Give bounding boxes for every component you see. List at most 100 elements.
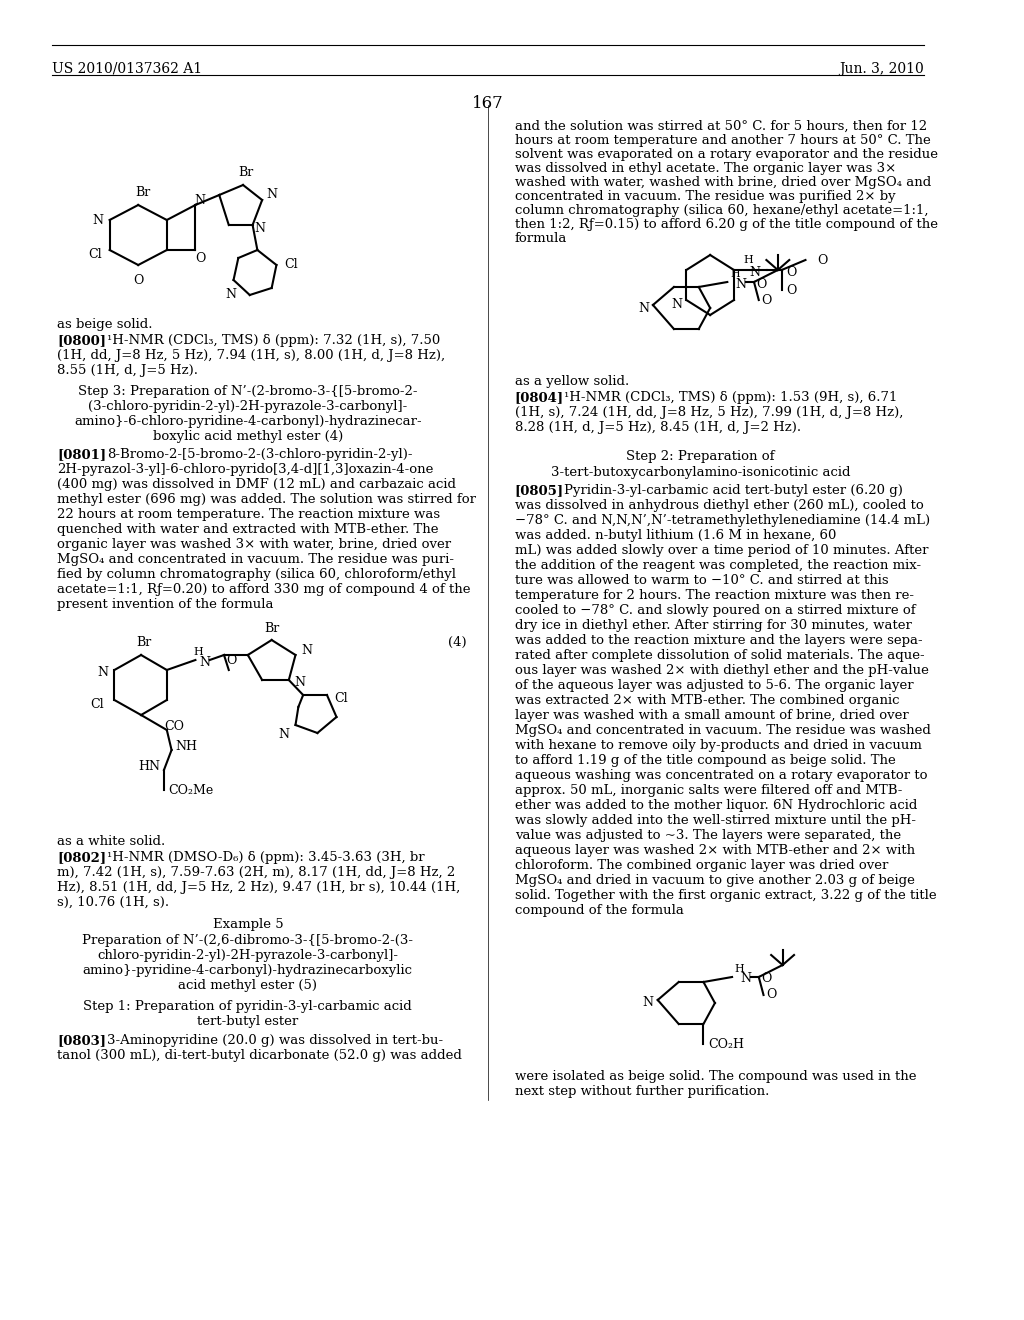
Text: N: N [97, 667, 109, 680]
Text: aqueous washing was concentrated on a rotary evaporator to: aqueous washing was concentrated on a ro… [515, 770, 928, 781]
Text: O: O [786, 265, 797, 279]
Text: 8.55 (1H, d, J=5 Hz).: 8.55 (1H, d, J=5 Hz). [57, 364, 199, 378]
Text: was added. n-butyl lithium (1.6 M in hexane, 60: was added. n-butyl lithium (1.6 M in hex… [515, 529, 837, 543]
Text: and the solution was stirred at 50° C. for 5 hours, then for 12: and the solution was stirred at 50° C. f… [515, 120, 927, 133]
Text: O: O [817, 253, 827, 267]
Text: 3-Aminopyridine (20.0 g) was dissolved in tert-bu-: 3-Aminopyridine (20.0 g) was dissolved i… [106, 1034, 443, 1047]
Text: MgSO₄ and concentrated in vacuum. The residue was washed: MgSO₄ and concentrated in vacuum. The re… [515, 723, 931, 737]
Text: Br: Br [135, 186, 151, 199]
Text: O: O [133, 273, 143, 286]
Text: 22 hours at room temperature. The reaction mixture was: 22 hours at room temperature. The reacti… [57, 508, 440, 521]
Text: of the aqueous layer was adjusted to 5-6. The organic layer: of the aqueous layer was adjusted to 5-6… [515, 678, 913, 692]
Text: was added to the reaction mixture and the layers were sepa-: was added to the reaction mixture and th… [515, 634, 923, 647]
Text: acetate=1:1, Rƒ=0.20) to afford 330 mg of compound 4 of the: acetate=1:1, Rƒ=0.20) to afford 330 mg o… [57, 583, 471, 597]
Text: 167: 167 [472, 95, 504, 112]
Text: O: O [757, 277, 767, 290]
Text: formula: formula [515, 232, 567, 246]
Text: N: N [295, 676, 306, 689]
Text: next step without further purification.: next step without further purification. [515, 1085, 769, 1098]
Text: (1H, s), 7.24 (1H, dd, J=8 Hz, 5 Hz), 7.99 (1H, d, J=8 Hz),: (1H, s), 7.24 (1H, dd, J=8 Hz, 5 Hz), 7.… [515, 407, 903, 418]
Text: amino}-6-chloro-pyridine-4-carbonyl)-hydrazinecar-: amino}-6-chloro-pyridine-4-carbonyl)-hyd… [74, 414, 422, 428]
Text: HN: HN [138, 760, 161, 774]
Text: tert-butyl ester: tert-butyl ester [198, 1015, 298, 1028]
Text: N: N [195, 194, 206, 206]
Text: MgSO₄ and concentrated in vacuum. The residue was puri-: MgSO₄ and concentrated in vacuum. The re… [57, 553, 455, 566]
Text: −78° C. and N,N,N’,N’-tetramethylethylenediamine (14.4 mL): −78° C. and N,N,N’,N’-tetramethylethylen… [515, 513, 930, 527]
Text: 2H-pyrazol-3-yl]-6-chloro-pyrido[3,4-d][1,3]oxazin-4-one: 2H-pyrazol-3-yl]-6-chloro-pyrido[3,4-d][… [57, 463, 433, 477]
Text: N: N [225, 289, 237, 301]
Text: was slowly added into the well-stirred mixture until the pH-: was slowly added into the well-stirred m… [515, 814, 915, 828]
Text: O: O [761, 973, 771, 986]
Text: chloro-pyridin-2-yl)-2H-pyrazole-3-carbonyl]-: chloro-pyridin-2-yl)-2H-pyrazole-3-carbo… [97, 949, 398, 962]
Text: Example 5: Example 5 [213, 917, 284, 931]
Text: N: N [266, 189, 278, 202]
Text: (4): (4) [449, 636, 467, 649]
Text: N: N [740, 973, 751, 986]
Text: cooled to −78° C. and slowly poured on a stirred mixture of: cooled to −78° C. and slowly poured on a… [515, 605, 915, 616]
Text: [0803]: [0803] [57, 1034, 106, 1047]
Text: rated after complete dissolution of solid materials. The aque-: rated after complete dissolution of soli… [515, 649, 925, 663]
Text: acid methyl ester (5): acid methyl ester (5) [178, 979, 317, 993]
Text: methyl ester (696 mg) was added. The solution was stirred for: methyl ester (696 mg) was added. The sol… [57, 492, 476, 506]
Text: 3-tert-butoxycarbonylamino-isonicotinic acid: 3-tert-butoxycarbonylamino-isonicotinic … [551, 466, 850, 479]
Text: hours at room temperature and another 7 hours at 50° C. The: hours at room temperature and another 7 … [515, 135, 931, 147]
Text: was extracted 2× with MTB-ether. The combined organic: was extracted 2× with MTB-ether. The com… [515, 694, 899, 708]
Text: organic layer was washed 3× with water, brine, dried over: organic layer was washed 3× with water, … [57, 539, 452, 550]
Text: approx. 50 mL, inorganic salts were filtered off and MTB-: approx. 50 mL, inorganic salts were filt… [515, 784, 902, 797]
Text: Preparation of N’-(2,6-dibromo-3-{[5-bromo-2-(3-: Preparation of N’-(2,6-dibromo-3-{[5-bro… [82, 935, 414, 946]
Text: ¹H-NMR (CDCl₃, TMS) δ (ppm): 1.53 (9H, s), 6.71: ¹H-NMR (CDCl₃, TMS) δ (ppm): 1.53 (9H, s… [564, 391, 898, 404]
Text: [0801]: [0801] [57, 447, 106, 461]
Text: amino}-pyridine-4-carbonyl)-hydrazinecarboxylic: amino}-pyridine-4-carbonyl)-hydrazinecar… [83, 964, 413, 977]
Text: fied by column chromatography (silica 60, chloroform/ethyl: fied by column chromatography (silica 60… [57, 568, 457, 581]
Text: N: N [750, 265, 761, 279]
Text: O: O [195, 252, 206, 264]
Text: present invention of the formula: present invention of the formula [57, 598, 273, 611]
Text: with hexane to remove oily by-products and dried in vacuum: with hexane to remove oily by-products a… [515, 739, 922, 752]
Text: Br: Br [136, 636, 152, 649]
Text: boxylic acid methyl ester (4): boxylic acid methyl ester (4) [153, 430, 343, 444]
Text: mL) was added slowly over a time period of 10 minutes. After: mL) was added slowly over a time period … [515, 544, 928, 557]
Text: Br: Br [264, 622, 280, 635]
Text: CO: CO [165, 721, 184, 734]
Text: quenched with water and extracted with MTB-ether. The: quenched with water and extracted with M… [57, 523, 438, 536]
Text: US 2010/0137362 A1: US 2010/0137362 A1 [52, 62, 203, 77]
Text: O: O [226, 653, 237, 667]
Text: ous layer was washed 2× with diethyl ether and the pH-value: ous layer was washed 2× with diethyl eth… [515, 664, 929, 677]
Text: H: H [730, 269, 739, 279]
Text: 8-Bromo-2-[5-bromo-2-(3-chloro-pyridin-2-yl)-: 8-Bromo-2-[5-bromo-2-(3-chloro-pyridin-2… [106, 447, 413, 461]
Text: N: N [638, 301, 649, 314]
Text: NH: NH [175, 741, 197, 754]
Text: (400 mg) was dissolved in DMF (12 mL) and carbazaic acid: (400 mg) was dissolved in DMF (12 mL) an… [57, 478, 457, 491]
Text: O: O [761, 293, 771, 306]
Text: ¹H-NMR (CDCl₃, TMS) δ (ppm): 7.32 (1H, s), 7.50: ¹H-NMR (CDCl₃, TMS) δ (ppm): 7.32 (1H, s… [106, 334, 440, 347]
Text: column chromatography (silica 60, hexane/ethyl acetate=1:1,: column chromatography (silica 60, hexane… [515, 205, 928, 216]
Text: was dissolved in anhydrous diethyl ether (260 mL), cooled to: was dissolved in anhydrous diethyl ether… [515, 499, 924, 512]
Text: N: N [643, 997, 653, 1010]
Text: value was adjusted to ~3. The layers were separated, the: value was adjusted to ~3. The layers wer… [515, 829, 901, 842]
Text: CO₂Me: CO₂Me [169, 784, 214, 796]
Text: Cl: Cl [88, 248, 102, 261]
Text: H: H [743, 255, 754, 265]
Text: m), 7.42 (1H, s), 7.59-7.63 (2H, m), 8.17 (1H, dd, J=8 Hz, 2: m), 7.42 (1H, s), 7.59-7.63 (2H, m), 8.1… [57, 866, 456, 879]
Text: O: O [766, 989, 776, 1002]
Text: solvent was evaporated on a rotary evaporator and the residue: solvent was evaporated on a rotary evapo… [515, 148, 938, 161]
Text: [0802]: [0802] [57, 851, 106, 865]
Text: Step 2: Preparation of: Step 2: Preparation of [627, 450, 775, 463]
Text: Pyridin-3-yl-carbamic acid tert-butyl ester (6.20 g): Pyridin-3-yl-carbamic acid tert-butyl es… [564, 484, 903, 498]
Text: N: N [301, 644, 312, 656]
Text: N: N [255, 222, 266, 235]
Text: O: O [786, 284, 797, 297]
Text: (1H, dd, J=8 Hz, 5 Hz), 7.94 (1H, s), 8.00 (1H, d, J=8 Hz),: (1H, dd, J=8 Hz, 5 Hz), 7.94 (1H, s), 8.… [57, 348, 445, 362]
Text: CO₂H: CO₂H [709, 1038, 744, 1051]
Text: as a white solid.: as a white solid. [57, 836, 166, 847]
Text: [0804]: [0804] [515, 391, 564, 404]
Text: Step 1: Preparation of pyridin-3-yl-carbamic acid: Step 1: Preparation of pyridin-3-yl-carb… [84, 1001, 413, 1012]
Text: H: H [194, 647, 203, 657]
Text: 8.28 (1H, d, J=5 Hz), 8.45 (1H, d, J=2 Hz).: 8.28 (1H, d, J=5 Hz), 8.45 (1H, d, J=2 H… [515, 421, 801, 434]
Text: N: N [735, 277, 746, 290]
Text: Cl: Cl [335, 692, 348, 705]
Text: washed with water, washed with brine, dried over MgSO₄ and: washed with water, washed with brine, dr… [515, 176, 931, 189]
Text: the addition of the reagent was completed, the reaction mix-: the addition of the reagent was complete… [515, 558, 921, 572]
Text: temperature for 2 hours. The reaction mixture was then re-: temperature for 2 hours. The reaction mi… [515, 589, 913, 602]
Text: as a yellow solid.: as a yellow solid. [515, 375, 629, 388]
